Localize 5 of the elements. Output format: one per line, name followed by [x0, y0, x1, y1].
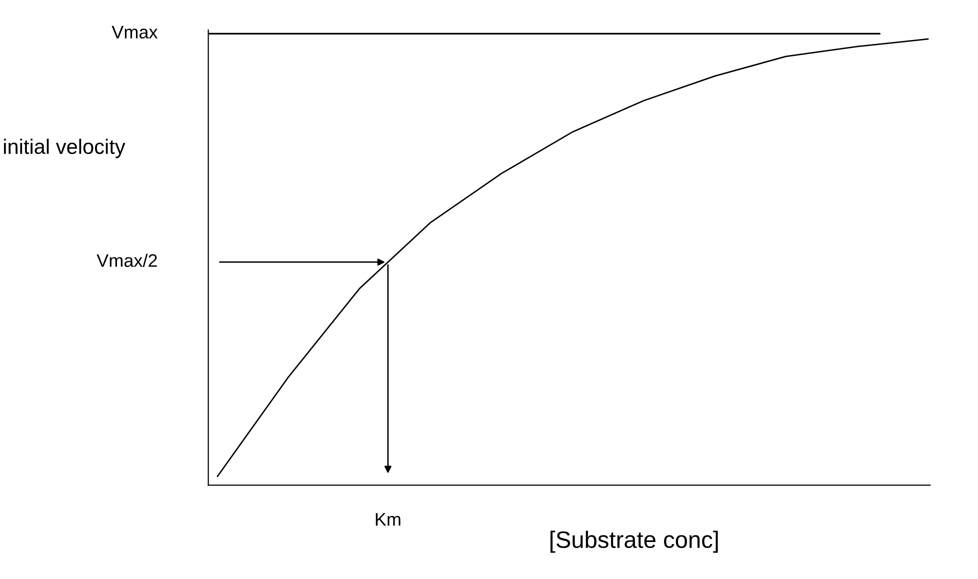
x-axis-title: [Substrate conc] — [550, 530, 718, 553]
text: Km — [376, 513, 400, 526]
text: Vmax/2 — [96, 254, 157, 267]
y-axis-title: initial velocity — [4, 138, 126, 158]
text: Vmax — [112, 26, 158, 39]
